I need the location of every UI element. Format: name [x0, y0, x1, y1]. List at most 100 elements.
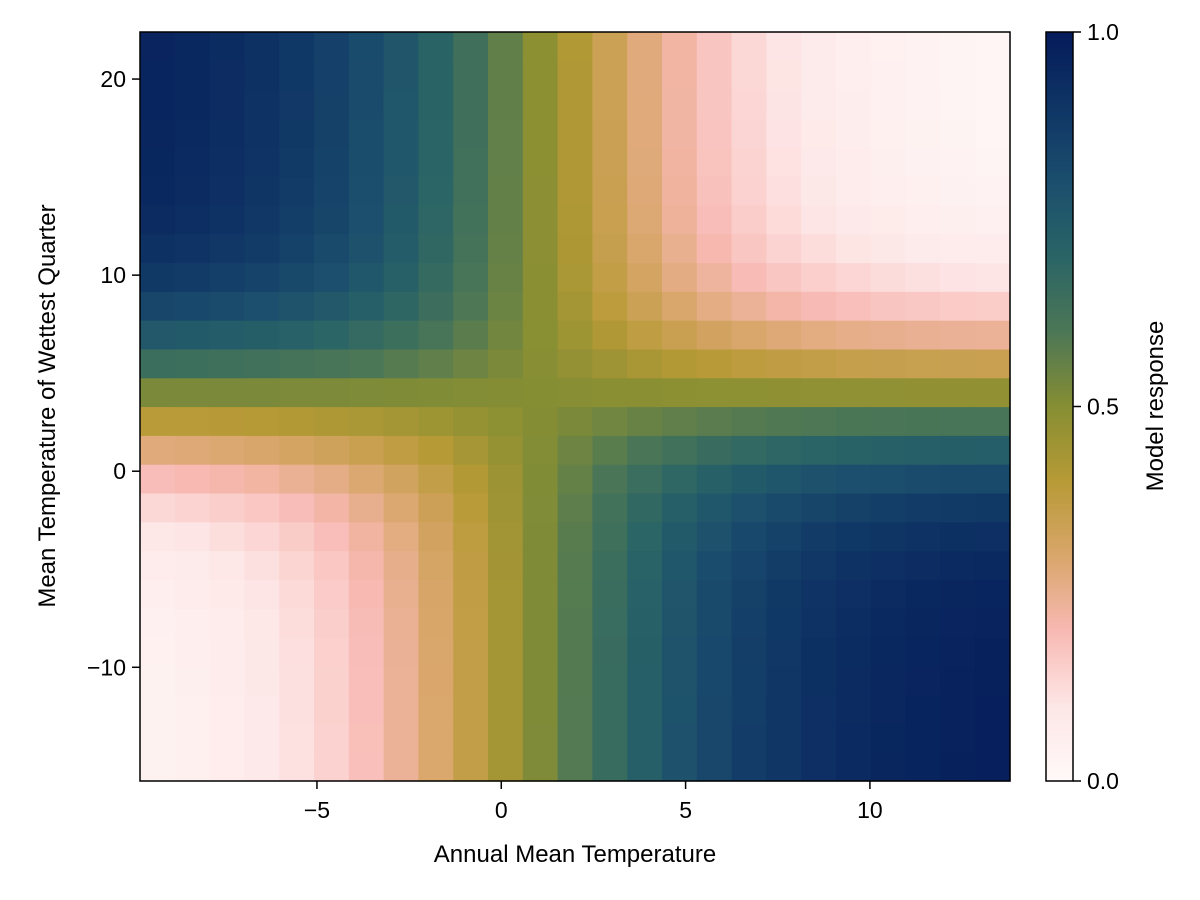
heatmap-cell	[453, 262, 489, 292]
heatmap-cell	[557, 176, 593, 206]
heatmap-cell	[870, 579, 907, 609]
heatmap-cell	[522, 406, 559, 436]
heatmap-cell	[557, 550, 593, 580]
heatmap-cell	[801, 147, 837, 177]
heatmap-cell	[557, 60, 593, 91]
heatmap-cell	[662, 320, 698, 350]
heatmap-cell	[488, 723, 524, 753]
heatmap-cell	[801, 176, 837, 206]
heatmap-cell	[453, 348, 489, 379]
heatmap-cell	[314, 665, 350, 696]
heatmap-cell	[140, 723, 176, 753]
heatmap-cell	[453, 60, 489, 91]
heatmap-cell	[975, 291, 1011, 321]
heatmap-cell	[696, 550, 733, 580]
heatmap-cell	[488, 694, 524, 724]
heatmap-cell	[801, 579, 837, 609]
colorbar-label: Model response	[1142, 321, 1169, 492]
heatmap-cell	[662, 608, 698, 638]
heatmap-cell	[244, 579, 280, 609]
heatmap-cell	[870, 348, 907, 379]
heatmap-cell	[522, 60, 559, 91]
heatmap-cell	[731, 262, 767, 292]
heatmap-cell	[279, 320, 315, 350]
heatmap-cell	[140, 348, 176, 379]
heatmap-cell	[348, 262, 385, 292]
heatmap-cell	[870, 464, 907, 494]
heatmap-cell	[662, 233, 698, 264]
heatmap-cell	[244, 435, 280, 465]
heatmap-cell	[488, 406, 524, 436]
heatmap-cell	[279, 147, 315, 177]
heatmap-cell	[801, 752, 837, 782]
heatmap-cell	[836, 147, 872, 177]
heatmap-cell	[453, 377, 489, 408]
heatmap-cell	[348, 348, 385, 379]
heatmap-cell	[522, 291, 559, 321]
heatmap-cell	[940, 636, 976, 667]
heatmap-cell	[557, 320, 593, 350]
heatmap-cell	[174, 694, 211, 724]
heatmap-cell	[766, 435, 802, 465]
heatmap-cell	[627, 464, 663, 494]
heatmap-cell	[696, 89, 733, 120]
heatmap-cell	[836, 204, 872, 235]
heatmap-cell	[940, 60, 976, 91]
heatmap-cell	[383, 233, 419, 264]
heatmap-cell	[244, 147, 280, 177]
heatmap-cell	[696, 435, 733, 465]
heatmap-cell	[244, 694, 280, 724]
heatmap-cell	[940, 694, 976, 724]
heatmap-cell	[627, 608, 663, 638]
heatmap-cell	[314, 291, 350, 321]
heatmap-cell	[592, 550, 628, 580]
heatmap-cell	[488, 147, 524, 177]
heatmap-cell	[174, 636, 211, 667]
heatmap-cell	[662, 262, 698, 292]
heatmap-cell	[836, 377, 872, 408]
heatmap-cell	[140, 176, 176, 206]
heatmap-cell	[418, 723, 454, 753]
colorbar-tick-label: 0.5	[1087, 394, 1119, 420]
heatmap-cell	[522, 348, 559, 379]
heatmap-cell	[314, 377, 350, 408]
heatmap-cell	[836, 608, 872, 638]
heatmap-cell	[174, 492, 211, 523]
heatmap-cell	[870, 492, 907, 523]
heatmap-cell	[244, 176, 280, 206]
heatmap-cell	[662, 147, 698, 177]
heatmap-cell	[418, 147, 454, 177]
heatmap-cell	[279, 636, 315, 667]
heatmap-cell	[870, 118, 907, 148]
heatmap-cell	[592, 60, 628, 91]
heatmap-cell	[975, 262, 1011, 292]
heatmap-cell	[801, 406, 837, 436]
heatmap-cell	[940, 291, 976, 321]
heatmap-cell	[557, 521, 593, 552]
heatmap-cell	[870, 89, 907, 120]
heatmap-cell	[870, 377, 907, 408]
heatmap-cell	[592, 435, 628, 465]
heatmap-cell	[209, 377, 245, 408]
heatmap-cell	[662, 60, 698, 91]
heatmap-cell	[662, 723, 698, 753]
heatmap-cell	[766, 377, 802, 408]
heatmap-cell	[662, 89, 698, 120]
heatmap-cell	[314, 492, 350, 523]
heatmap-cell	[836, 291, 872, 321]
heatmap-cell	[940, 492, 976, 523]
heatmap-cell	[905, 89, 941, 120]
heatmap-cell	[627, 118, 663, 148]
heatmap-cell	[801, 233, 837, 264]
heatmap-cell	[418, 320, 454, 350]
heatmap-cell	[592, 147, 628, 177]
heatmap-cell	[731, 320, 767, 350]
heatmap-cell	[348, 492, 385, 523]
heatmap-cell	[383, 377, 419, 408]
heatmap-cell	[314, 348, 350, 379]
heatmap-cell	[940, 752, 976, 782]
heatmap-cell	[418, 665, 454, 696]
heatmap-cell	[592, 579, 628, 609]
heatmap-cell	[279, 492, 315, 523]
x-axis-label: Annual Mean Temperature	[434, 841, 716, 868]
